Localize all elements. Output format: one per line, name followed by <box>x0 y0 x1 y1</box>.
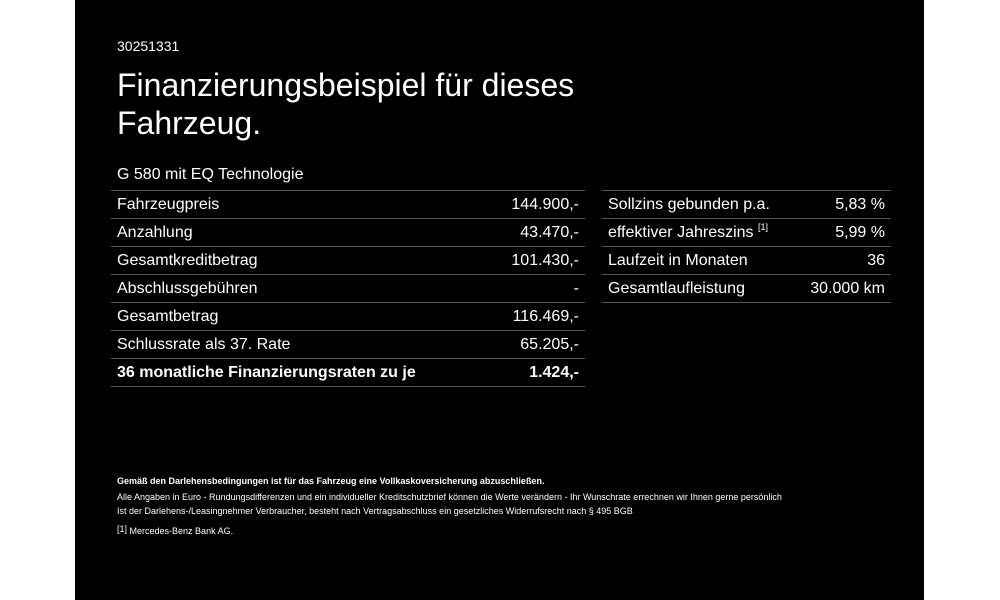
footnote-marker: [1] <box>758 221 769 232</box>
insurance-note: Gemäß den Darlehensbedingungen ist für d… <box>117 476 545 486</box>
row-label: Schlussrate als 37. Rate <box>111 330 489 359</box>
row-value: 65.205,- <box>488 330 585 359</box>
financing-table: Fahrzeugpreis 144.900,- Anzahlung 43.470… <box>111 190 585 387</box>
row-label-text: effektiver Jahreszins <box>608 223 754 241</box>
table-row: Gesamtbetrag 116.469,- <box>111 302 585 331</box>
row-label: 36 monatliche Finanzierungsraten zu je <box>111 358 489 387</box>
table-row: Laufzeit in Monaten 36 <box>602 246 891 275</box>
vehicle-model: G 580 mit EQ Technologie <box>117 166 304 183</box>
table-row: Fahrzeugpreis 144.900,- <box>111 190 585 219</box>
row-label: Gesamtbetrag <box>111 302 489 331</box>
table-row: Schlussrate als 37. Rate 65.205,- <box>111 330 585 359</box>
disclaimer-line: Ist der Darlehens-/Leasingnehmer Verbrau… <box>117 506 633 516</box>
row-label: Fahrzeugpreis <box>111 190 489 219</box>
monthly-rate-row: 36 monatliche Finanzierungsraten zu je 1… <box>111 358 585 387</box>
row-label: effektiver Jahreszins [1] <box>602 218 795 247</box>
table-row: Anzahlung 43.470,- <box>111 218 585 247</box>
row-label: Gesamtkreditbetrag <box>111 246 489 275</box>
footnote-marker: [1] <box>117 524 128 534</box>
row-label: Anzahlung <box>111 218 489 247</box>
financing-panel: 30251331 Finanzierungsbeispiel für diese… <box>75 0 924 600</box>
page-title: Finanzierungsbeispiel für dieses Fahrzeu… <box>117 67 575 141</box>
row-label: Sollzins gebunden p.a. <box>602 190 795 219</box>
footnote-text: Mercedes-Benz Bank AG. <box>129 526 234 536</box>
table-row: Abschlussgebühren - <box>111 274 585 303</box>
disclaimer-line: Alle Angaben in Euro - Rundungsdifferenz… <box>117 492 782 502</box>
table-row: effektiver Jahreszins [1] 5,99 % <box>602 218 891 247</box>
row-value: 30.000 km <box>794 274 891 303</box>
row-label: Gesamtlaufleistung <box>602 274 795 303</box>
row-value: - <box>488 274 585 303</box>
offer-id: 30251331 <box>117 38 180 54</box>
row-value: 36 <box>794 246 891 275</box>
table-row: Gesamtkreditbetrag 101.430,- <box>111 246 585 275</box>
table-row: Gesamtlaufleistung 30.000 km <box>602 274 891 303</box>
footnote: [1] Mercedes-Benz Bank AG. <box>117 524 897 538</box>
legal-notes: Gemäß den Darlehensbedingungen ist für d… <box>117 474 897 538</box>
row-label: Laufzeit in Monaten <box>602 246 795 275</box>
row-value: 43.470,- <box>488 218 585 247</box>
row-value: 5,99 % <box>794 218 891 247</box>
row-value: 116.469,- <box>488 302 585 331</box>
row-value: 1.424,- <box>488 358 585 387</box>
terms-table: Sollzins gebunden p.a. 5,83 % effektiver… <box>602 190 891 303</box>
row-label: Abschlussgebühren <box>111 274 489 303</box>
row-value: 5,83 % <box>794 190 891 219</box>
row-value: 101.430,- <box>488 246 585 275</box>
table-row: Sollzins gebunden p.a. 5,83 % <box>602 190 891 219</box>
row-value: 144.900,- <box>488 190 585 219</box>
